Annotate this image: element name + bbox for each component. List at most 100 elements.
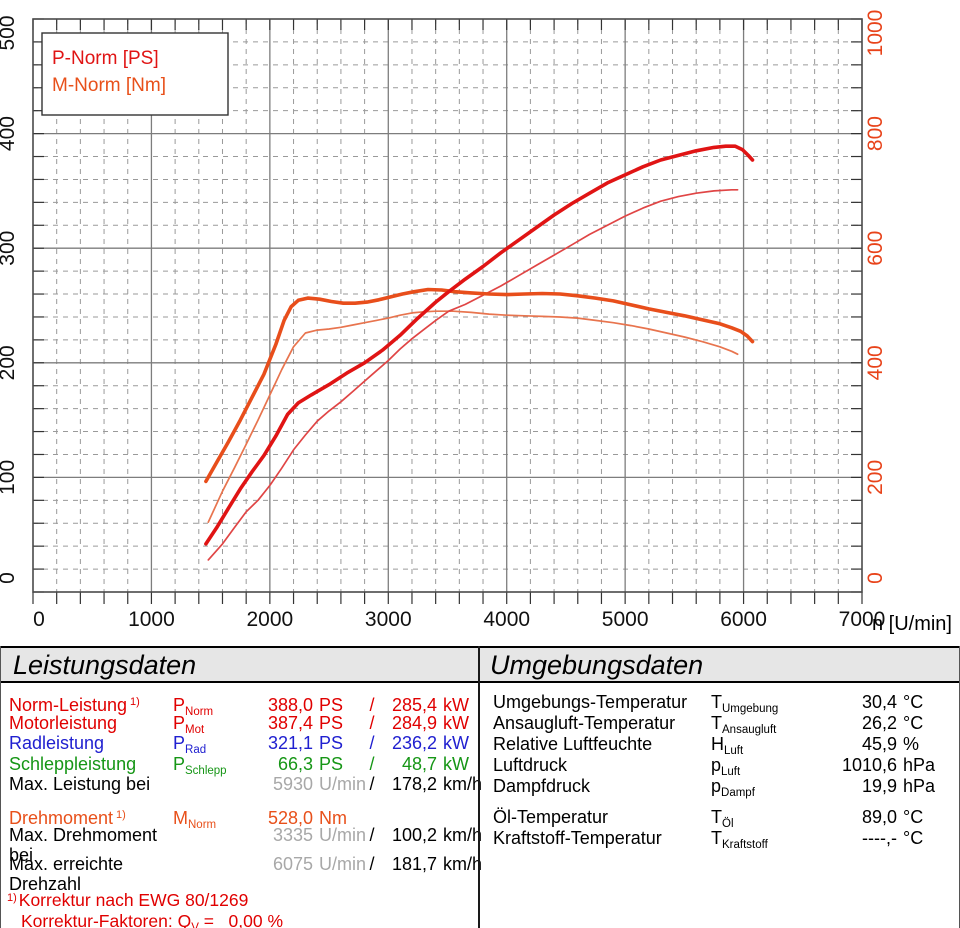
table-row-kraftstoff-temp: Kraftstoff-Temperatur TKraftstoff ----,-… bbox=[479, 828, 955, 851]
table-row-luftdruck: Luftdruck pLuft 1010,6 hPa bbox=[479, 755, 955, 778]
x-tick-label: 2000 bbox=[246, 608, 293, 631]
y-left-tick-label: 400 bbox=[0, 116, 19, 151]
table-row-motorleistung: Motorleistung PMot 387,4 PS / 284,9 kW bbox=[1, 712, 478, 736]
row-slash: / bbox=[369, 774, 375, 794]
panel-divider bbox=[478, 646, 480, 928]
row-label: Drehmoment 1) bbox=[9, 807, 126, 828]
y-right-tick-label: 400 bbox=[864, 345, 887, 380]
y-left-tick-label: 0 bbox=[0, 572, 19, 584]
environment-panel: Umgebungs-Temperatur TUmgebung 30,4 °C A… bbox=[478, 683, 955, 928]
y-right-tick-label: 0 bbox=[864, 572, 887, 584]
row-unit-1: Nm bbox=[319, 807, 347, 828]
x-tick-label: 7000 bbox=[839, 608, 886, 631]
dyno-chart: 0100020003000400050006000700001002003004… bbox=[0, 10, 952, 635]
row-value-1: 388,0 bbox=[267, 695, 313, 715]
row-symbol: TAnsaugluft bbox=[711, 713, 777, 736]
row-symbol: pLuft bbox=[711, 755, 741, 778]
row-label: Luftdruck bbox=[493, 755, 568, 775]
row-value: 89,0 bbox=[861, 807, 897, 827]
legend-torque-label: M-Norm [Nm] bbox=[52, 75, 166, 96]
plot-frame bbox=[32, 18, 863, 593]
footnote-correction-factors: Korrektur-Faktoren: QV = 0,00 % bbox=[21, 911, 284, 928]
row-unit-1: PS bbox=[319, 733, 344, 753]
environment-section-title: Umgebungsdaten bbox=[490, 650, 704, 680]
row-unit-1: PS bbox=[319, 753, 344, 774]
performance-section-title: Leistungsdaten bbox=[13, 650, 197, 680]
row-value: 1010,6 bbox=[841, 755, 897, 775]
row-value-2: 284,9 bbox=[391, 712, 437, 733]
row-symbol: PSchlepp bbox=[173, 753, 227, 777]
row-label: Öl-Temperatur bbox=[493, 807, 609, 827]
row-unit: °C bbox=[903, 713, 924, 733]
table-row-max-drehmoment: Max. Drehmoment bei 3335 U/min / 100,2 k… bbox=[1, 825, 482, 865]
table-row-umgebung-temp: Umgebungs-Temperatur TUmgebung 30,4 °C bbox=[479, 692, 955, 715]
row-label: Kraftstoff-Temperatur bbox=[493, 828, 662, 848]
row-value-2: 100,2 bbox=[391, 825, 437, 845]
table-row-norm-leistung: Norm-Leistung 1) PNorm 388,0 PS / 285,4 k… bbox=[1, 692, 478, 718]
row-slash: / bbox=[369, 712, 375, 733]
row-value-1: 321,1 bbox=[267, 733, 313, 753]
row-unit: °C bbox=[903, 692, 924, 712]
row-unit-1: PS bbox=[319, 695, 344, 715]
y-right-tick-label: 800 bbox=[864, 116, 887, 151]
x-tick-label: 6000 bbox=[720, 608, 767, 631]
row-value-1: 6075 bbox=[272, 853, 313, 874]
torque-main-curve bbox=[204, 287, 755, 484]
row-unit-2: kW bbox=[443, 753, 469, 774]
torque-secondary-curve bbox=[207, 310, 739, 523]
row-value-1: 66,3 bbox=[277, 753, 313, 774]
legend-power-label: P-Norm [PS] bbox=[52, 48, 159, 69]
row-value: 30,4 bbox=[861, 692, 897, 712]
table-row-max-leistung: Max. Leistung bei 5930 U/min / 178,2 km/… bbox=[1, 774, 482, 795]
row-unit-2: km/h bbox=[443, 774, 483, 794]
row-slash: / bbox=[369, 695, 375, 715]
row-unit: hPa bbox=[903, 755, 936, 775]
row-label: Umgebungs-Temperatur bbox=[493, 692, 688, 712]
chart-layers: 0100020003000400050006000700001002003004… bbox=[0, 10, 887, 631]
row-symbol: pDampf bbox=[711, 776, 755, 799]
row-symbol: MNorm bbox=[173, 807, 217, 831]
y-left-tick-label: 200 bbox=[0, 345, 19, 380]
row-slash: / bbox=[369, 753, 375, 774]
row-value: 19,9 bbox=[861, 776, 897, 796]
table-row-drehmoment: Drehmoment 1) MNorm 528,0 Nm bbox=[1, 805, 478, 831]
footnote-correction: 1) Korrektur nach EWG 80/1269 bbox=[7, 890, 249, 910]
table-row-radleistung: Radleistung PRad 321,1 PS / 236,2 kW bbox=[1, 733, 478, 756]
chart-legend: P-Norm [PS] M-Norm [Nm] bbox=[41, 32, 229, 116]
row-value-1: 528,0 bbox=[267, 807, 313, 828]
chart-svg: 0100020003000400050006000700001002003004… bbox=[0, 10, 952, 635]
row-value-1: 387,4 bbox=[267, 712, 313, 733]
row-unit: °C bbox=[903, 828, 924, 848]
y-left-tick-label: 100 bbox=[0, 460, 19, 495]
row-symbol: PMot bbox=[173, 712, 205, 736]
row-unit-2: kW bbox=[443, 733, 469, 753]
row-value: 45,9 bbox=[861, 734, 897, 754]
row-value-2: 181,7 bbox=[391, 853, 437, 874]
section-header-band: Leistungsdaten Umgebungsdaten bbox=[1, 646, 959, 683]
row-value: 26,2 bbox=[861, 713, 897, 733]
power-secondary-curve bbox=[207, 188, 739, 561]
power-main-curve bbox=[204, 144, 755, 546]
row-value: ----,- bbox=[862, 828, 897, 848]
row-unit-2: km/h bbox=[443, 825, 483, 845]
legend-box bbox=[41, 32, 229, 116]
row-label: Dampfdruck bbox=[493, 776, 591, 796]
row-value-1: 3335 bbox=[272, 825, 313, 845]
row-unit-1: U/min bbox=[319, 853, 367, 874]
row-value-2: 178,2 bbox=[391, 774, 437, 794]
row-label: Motorleistung bbox=[9, 712, 118, 733]
row-unit: % bbox=[903, 734, 920, 754]
row-slash: / bbox=[369, 733, 375, 753]
x-tick-label: 4000 bbox=[483, 608, 530, 631]
row-label: Ansaugluft-Temperatur bbox=[493, 713, 676, 733]
table-row-oel-temp: Öl-Temperatur TÖl 89,0 °C bbox=[479, 807, 955, 830]
row-symbol: HLuft bbox=[711, 734, 744, 757]
row-slash: / bbox=[369, 853, 375, 874]
x-tick-label: 5000 bbox=[602, 608, 649, 631]
row-label: Relative Luftfeuchte bbox=[493, 734, 653, 754]
row-label: Max. erreichte Drehzahl bbox=[9, 853, 124, 894]
row-unit-2: kW bbox=[443, 712, 469, 733]
table-row-max-drehzahl: Max. erreichte Drehzahl 6075 U/min / 181… bbox=[1, 853, 482, 894]
x-axis-title: n [U/min] bbox=[872, 613, 952, 635]
row-label: Max. Drehmoment bei bbox=[9, 825, 158, 865]
